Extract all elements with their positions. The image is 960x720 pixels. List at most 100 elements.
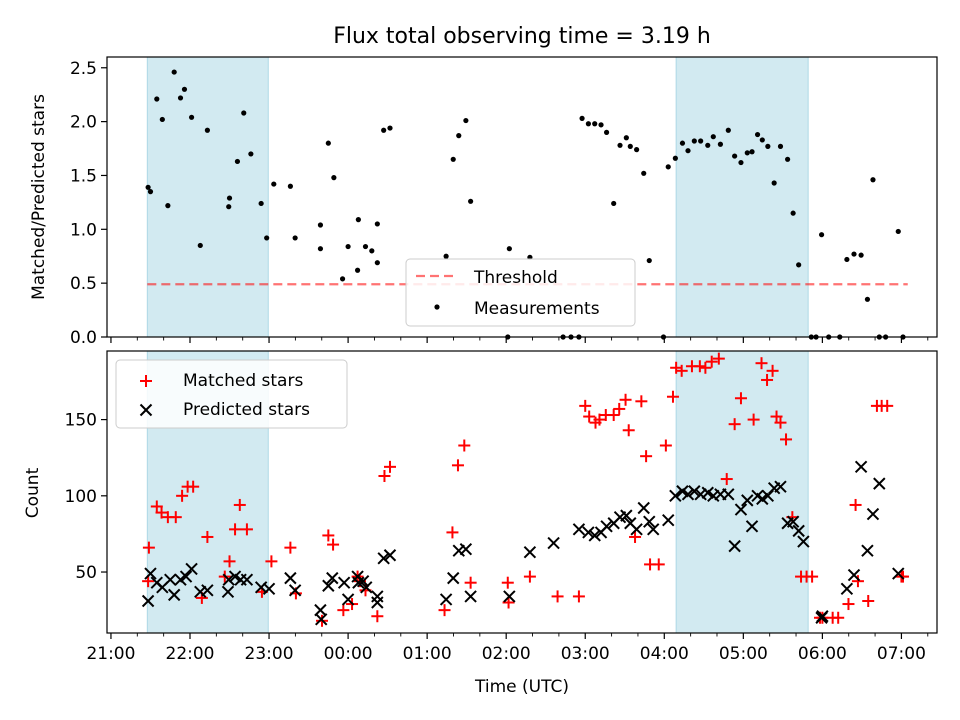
matched-star-point bbox=[265, 555, 278, 568]
measurement-point bbox=[234, 158, 241, 165]
legend-predicted-label: Predicted stars bbox=[183, 400, 310, 420]
predicted-star-point bbox=[688, 485, 701, 498]
measurement-point bbox=[603, 129, 610, 135]
predicted-star-point bbox=[840, 582, 854, 596]
matched-star-point bbox=[169, 511, 182, 524]
x-tick-label: 06:00 bbox=[798, 644, 847, 664]
matched-star-point bbox=[851, 575, 864, 588]
matched-star-point bbox=[652, 558, 665, 571]
measurement-point bbox=[790, 210, 796, 216]
predicted-star-point bbox=[741, 494, 754, 507]
matched-star-point bbox=[770, 410, 783, 423]
measurement-point bbox=[331, 175, 337, 181]
plot-frame bbox=[106, 56, 938, 338]
legend-measurements-swatch bbox=[434, 304, 440, 310]
predicted-star-point bbox=[503, 590, 516, 603]
predicted-star-point bbox=[873, 477, 886, 490]
matched-star-point bbox=[383, 460, 396, 473]
predicted-star-point bbox=[447, 571, 460, 585]
shaded-interval bbox=[146, 56, 269, 338]
predicted-star-point bbox=[141, 594, 155, 608]
measurement-point bbox=[796, 262, 802, 268]
predicted-star-point bbox=[734, 503, 748, 516]
predicted-star-point bbox=[459, 542, 473, 556]
predicted-star-point bbox=[643, 515, 656, 528]
predicted-star-point bbox=[588, 529, 601, 542]
measurement-point bbox=[506, 246, 512, 252]
matched-star-point bbox=[583, 410, 596, 423]
measurement-point bbox=[456, 133, 462, 139]
matched-star-point bbox=[780, 433, 793, 446]
y-tick-label: 1.5 bbox=[70, 166, 97, 186]
predicted-star-point bbox=[786, 515, 800, 528]
matched-star-point bbox=[629, 530, 642, 543]
predicted-star-point bbox=[240, 573, 254, 586]
predicted-star-point bbox=[662, 513, 675, 527]
measurement-point bbox=[204, 127, 210, 133]
predicted-star-point bbox=[284, 571, 297, 585]
predicted-star-point bbox=[322, 579, 335, 592]
measurement-point bbox=[641, 170, 647, 176]
legend: Matched stars Predicted stars bbox=[115, 359, 348, 429]
x-tick-label: 23:00 bbox=[245, 644, 294, 664]
measurement-point bbox=[679, 140, 686, 146]
measurement-point bbox=[646, 257, 652, 264]
matched-star-point bbox=[832, 611, 845, 624]
measurement-point bbox=[258, 200, 264, 207]
predicted-star-point bbox=[262, 582, 276, 596]
predicted-star-point bbox=[439, 593, 453, 606]
measurement-point bbox=[248, 151, 254, 157]
matched-star-point bbox=[842, 598, 855, 611]
matched-star-point bbox=[619, 393, 632, 406]
predicted-star-point bbox=[774, 480, 787, 493]
measurement-point bbox=[617, 142, 623, 148]
measurement-point bbox=[171, 69, 177, 75]
measurement-point bbox=[317, 222, 324, 228]
predicted-star-point bbox=[164, 573, 177, 586]
matched-star-point bbox=[579, 399, 592, 412]
matched-star-point bbox=[849, 498, 862, 511]
predicted-star-point bbox=[144, 567, 157, 580]
predicted-star-point bbox=[630, 523, 643, 536]
y-tick-label: 0.5 bbox=[70, 274, 97, 294]
predicted-star-point bbox=[371, 596, 384, 609]
matched-star-point bbox=[201, 530, 214, 543]
measurement-point bbox=[468, 198, 474, 204]
x-tick-label: 07:00 bbox=[877, 644, 926, 664]
measurement-point bbox=[354, 267, 361, 273]
matched-star-point bbox=[766, 364, 779, 377]
predicted-star-point bbox=[185, 562, 198, 576]
measurement-point bbox=[895, 228, 901, 235]
measurement-point bbox=[777, 143, 784, 149]
matched-star-point bbox=[176, 489, 189, 502]
matched-star-point bbox=[572, 590, 585, 603]
measurement-point bbox=[369, 248, 375, 254]
measurement-point bbox=[177, 95, 184, 101]
measurement-point bbox=[287, 183, 293, 189]
matched-star-point bbox=[720, 473, 733, 486]
matched-star-point bbox=[728, 418, 741, 431]
measurement-point bbox=[627, 143, 633, 149]
predicted-star-point bbox=[792, 524, 805, 538]
measurement-point bbox=[623, 135, 629, 141]
predicted-star-point bbox=[669, 489, 682, 503]
measurement-point bbox=[754, 131, 761, 138]
chart-title: Flux total observing time = 3.19 h bbox=[333, 24, 711, 49]
measurement-point bbox=[159, 116, 165, 123]
matched-star-point bbox=[881, 399, 894, 412]
measurement-point bbox=[264, 235, 270, 241]
measurement-point bbox=[738, 159, 744, 166]
predicted-star-point bbox=[722, 488, 735, 501]
predicted-star-point bbox=[356, 574, 370, 588]
predicted-star-point bbox=[600, 520, 613, 533]
measurement-point bbox=[374, 260, 380, 266]
matched-star-point bbox=[607, 409, 620, 422]
measurement-point bbox=[197, 242, 203, 249]
measurement-point bbox=[705, 142, 711, 148]
bottom-panel: 50 100 150 21:00 22:00 23:00 00:00 01:00 02:00 03… bbox=[65, 350, 938, 664]
measurement-point bbox=[765, 143, 771, 149]
measurement-point bbox=[698, 138, 704, 144]
x-tick-label: 22:00 bbox=[166, 644, 215, 664]
matched-star-point bbox=[622, 424, 635, 437]
